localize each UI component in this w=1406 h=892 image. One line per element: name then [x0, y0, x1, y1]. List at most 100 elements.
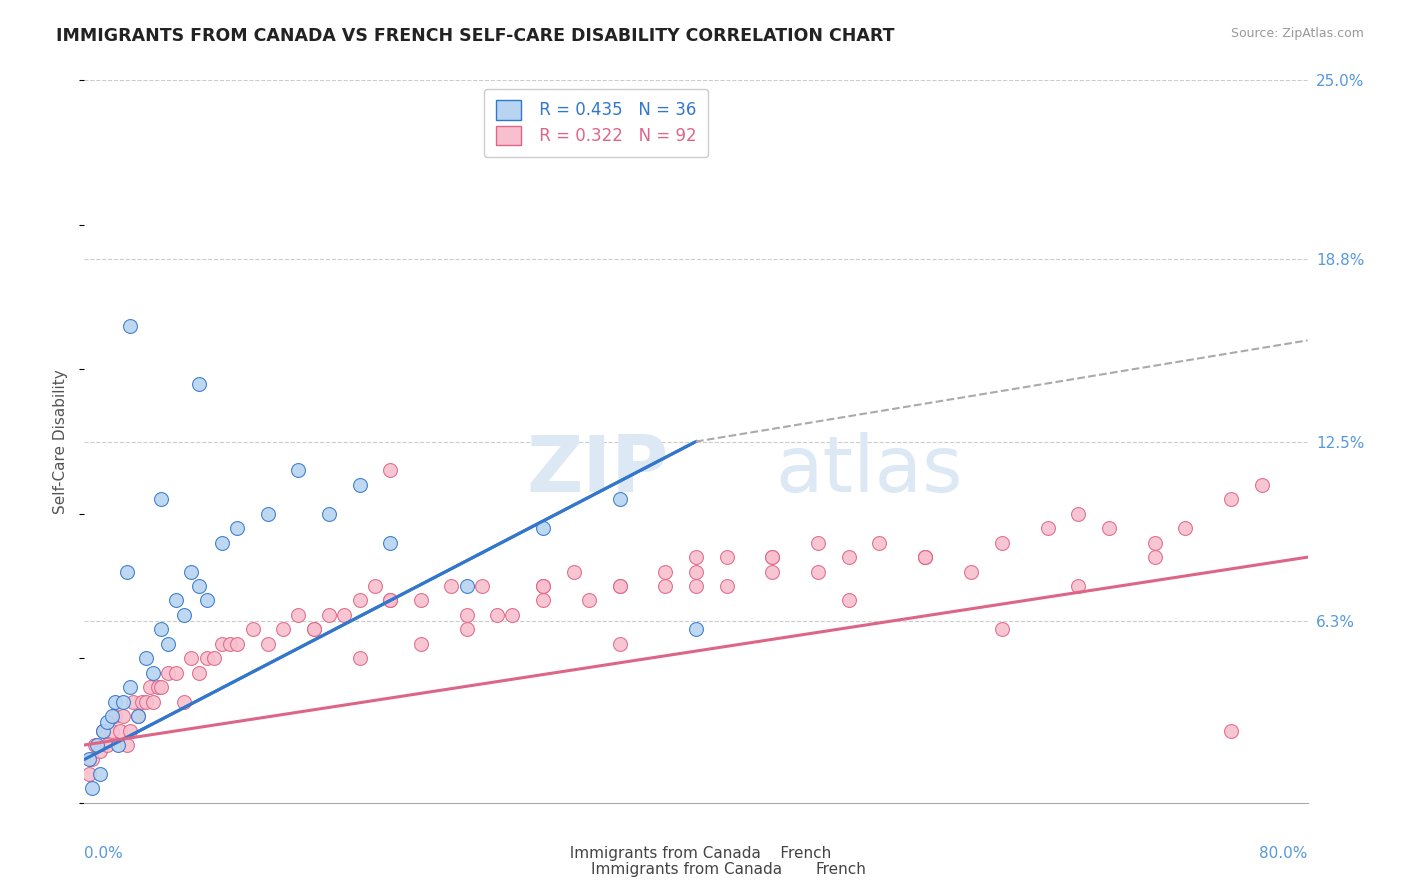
Point: [716, 550, 738, 565]
Point: [609, 637, 631, 651]
Text: 0.0%: 0.0%: [84, 847, 124, 861]
Point: [409, 637, 432, 651]
Point: [609, 579, 631, 593]
Point: [531, 579, 554, 593]
Point: [142, 695, 165, 709]
Point: [104, 709, 127, 723]
Point: [120, 723, 142, 738]
Point: [149, 680, 172, 694]
Point: [609, 492, 631, 507]
Point: [380, 593, 402, 607]
Point: [562, 565, 585, 579]
Point: [135, 651, 157, 665]
Point: [101, 709, 124, 723]
Y-axis label: Self-Care Disability: Self-Care Disability: [53, 369, 69, 514]
Point: [333, 607, 356, 622]
Point: [349, 478, 371, 492]
Point: [195, 651, 218, 665]
Point: [991, 623, 1014, 637]
Point: [914, 550, 936, 565]
Point: [165, 665, 187, 680]
Point: [807, 565, 830, 579]
Point: [180, 565, 202, 579]
Point: [188, 665, 211, 680]
Point: [685, 579, 707, 593]
Point: [135, 695, 157, 709]
Point: [218, 637, 240, 651]
Point: [654, 565, 676, 579]
Point: [211, 637, 233, 651]
Point: [101, 723, 124, 738]
Point: [120, 680, 142, 694]
Point: [226, 637, 249, 651]
Point: [257, 507, 280, 521]
Point: [685, 623, 707, 637]
Point: [531, 593, 554, 607]
Point: [211, 535, 233, 549]
Point: [869, 535, 891, 549]
Point: [104, 695, 127, 709]
Point: [716, 579, 738, 593]
Point: [380, 535, 402, 549]
Point: [107, 738, 129, 752]
Point: [318, 507, 340, 521]
Point: [380, 463, 402, 477]
Point: [131, 695, 153, 709]
Point: [115, 738, 138, 752]
Point: [1174, 521, 1197, 535]
Point: [364, 579, 387, 593]
Point: [91, 723, 114, 738]
Point: [202, 651, 225, 665]
Point: [91, 723, 114, 738]
Point: [84, 738, 107, 752]
Point: [486, 607, 509, 622]
Point: [120, 318, 142, 333]
Point: [287, 463, 309, 477]
Point: [1067, 507, 1090, 521]
Text: Immigrants from Canada: Immigrants from Canada: [591, 863, 782, 877]
Point: [531, 579, 554, 593]
Legend:  R = 0.435   N = 36,  R = 0.322   N = 92: R = 0.435 N = 36, R = 0.322 N = 92: [484, 88, 709, 157]
Point: [302, 623, 325, 637]
Point: [80, 752, 103, 766]
Text: Immigrants from Canada    French: Immigrants from Canada French: [561, 847, 831, 861]
Point: [188, 579, 211, 593]
Point: [157, 637, 180, 651]
Point: [226, 521, 249, 535]
Text: Source: ZipAtlas.com: Source: ZipAtlas.com: [1230, 27, 1364, 40]
Point: [77, 767, 100, 781]
Text: ZIP: ZIP: [527, 433, 669, 508]
Point: [456, 607, 478, 622]
Point: [807, 535, 830, 549]
Point: [149, 492, 172, 507]
Point: [685, 565, 707, 579]
Point: [96, 714, 118, 729]
Point: [502, 607, 524, 622]
Point: [108, 723, 131, 738]
Point: [127, 709, 149, 723]
Point: [440, 579, 463, 593]
Point: [456, 579, 478, 593]
Point: [471, 579, 494, 593]
Point: [302, 623, 325, 637]
Point: [146, 680, 169, 694]
Point: [531, 521, 554, 535]
Point: [173, 695, 195, 709]
Point: [127, 709, 149, 723]
Point: [195, 593, 218, 607]
Point: [1143, 550, 1166, 565]
Point: [838, 593, 860, 607]
Point: [1036, 521, 1059, 535]
Point: [111, 709, 134, 723]
Point: [761, 550, 783, 565]
Point: [157, 665, 180, 680]
Point: [349, 651, 371, 665]
Point: [287, 607, 309, 622]
Point: [318, 607, 340, 622]
Point: [409, 593, 432, 607]
Point: [685, 550, 707, 565]
Text: French: French: [815, 863, 866, 877]
Point: [115, 565, 138, 579]
Point: [761, 565, 783, 579]
Point: [173, 607, 195, 622]
